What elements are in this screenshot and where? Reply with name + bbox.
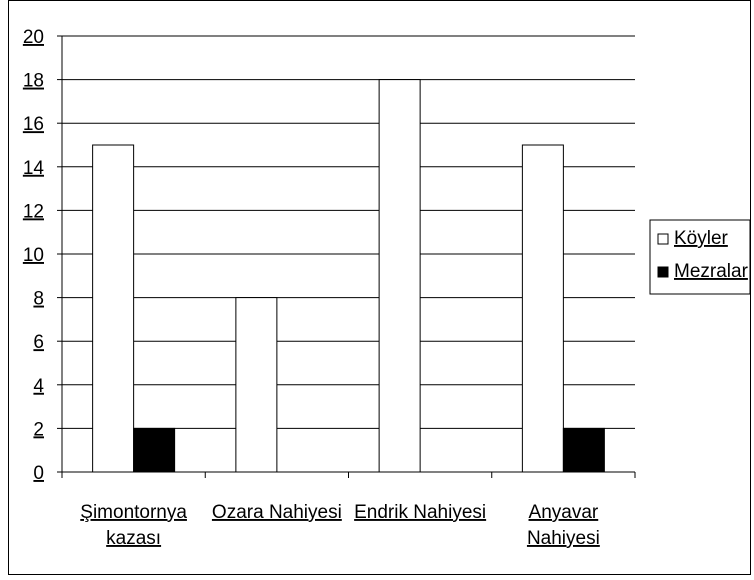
y-tick-label: 16 [23, 114, 44, 135]
legend: Köyler Mezralar [649, 219, 751, 295]
bars [92, 79, 605, 473]
legend-box [649, 219, 751, 295]
bar-köyler-3 [378, 79, 421, 473]
y-tick-label: 0 [33, 463, 44, 484]
axes [57, 35, 636, 478]
category-labels: Şimontornya kazası Ozara Nahiyesi Endrik Na… [80, 502, 600, 549]
y-tick-label: 12 [23, 201, 44, 222]
y-tick-label: 4 [33, 376, 44, 397]
y-tick-label: 20 [23, 27, 44, 48]
bar-köyler-2 [235, 297, 278, 473]
bar-mezralar-1 [133, 427, 176, 473]
category-label: Ozara Nahiyesi [212, 502, 342, 523]
y-tick-labels: 0 2 4 6 8 10 12 14 16 18 20 [23, 27, 45, 484]
legend-swatch-mezralar [657, 266, 669, 278]
y-tick-label: 14 [23, 158, 45, 179]
y-tick-label: 2 [33, 419, 44, 440]
bar-mezralar-4 [562, 427, 605, 473]
category-label: Şimontornya kazası [80, 502, 187, 549]
y-tick-label: 6 [33, 332, 44, 353]
y-tick-label: 8 [33, 289, 44, 310]
bar-köyler-1 [92, 144, 135, 473]
category-label: Endrik Nahiyesi [354, 502, 486, 523]
y-tick-label: 18 [23, 71, 44, 92]
legend-swatch-köyler [657, 233, 669, 245]
y-tick-label: 10 [23, 245, 44, 266]
legend-label-köyler: Köyler [674, 228, 729, 249]
legend-label-mezralar: Mezralar [674, 261, 749, 282]
category-label: Anyavar Nahiyesi [527, 502, 600, 549]
bar-köyler-4 [521, 144, 564, 473]
